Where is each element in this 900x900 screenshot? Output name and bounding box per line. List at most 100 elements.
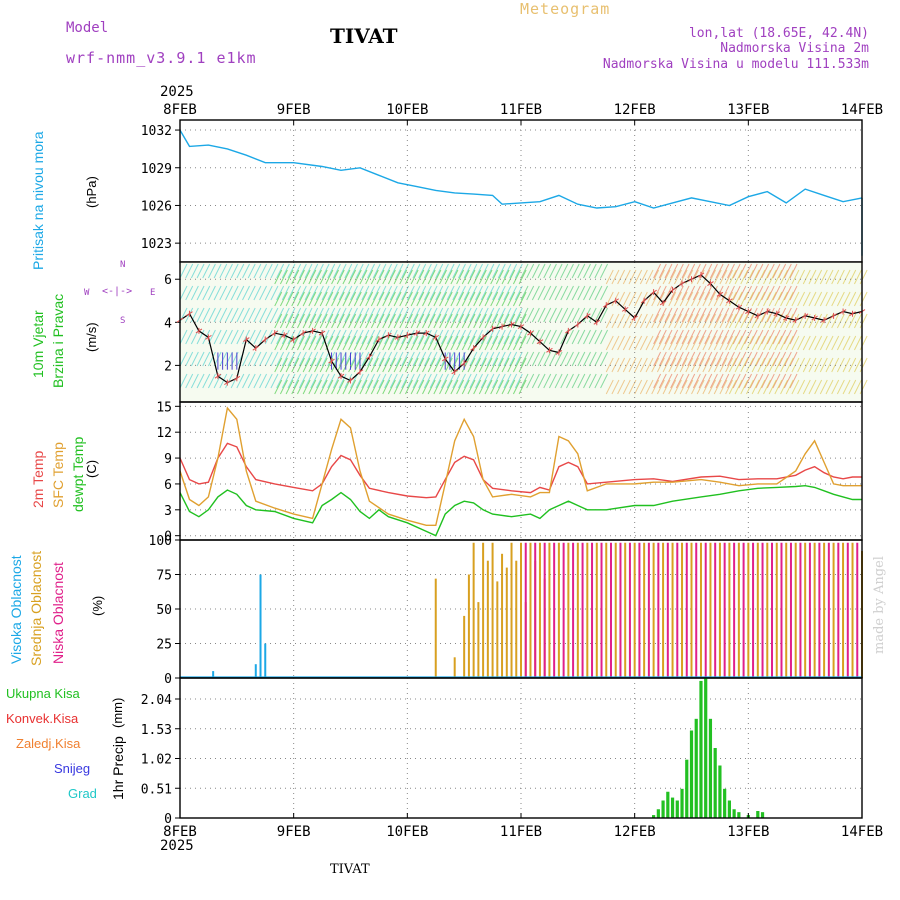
wind-barb: [439, 269, 447, 285]
mid_cloud-bar: [775, 542, 778, 678]
mid_cloud-bar: [548, 542, 551, 678]
elevation-label: Nadmorska Visina 2m: [720, 41, 869, 56]
wind-barb: [728, 291, 737, 307]
wind-barb: [444, 313, 453, 329]
wind-barb: [763, 291, 771, 307]
wind-barb: [393, 335, 402, 351]
wind-barb: [327, 285, 336, 301]
wind-gust-marker: [479, 334, 487, 341]
wind-barb: [395, 373, 404, 389]
wind-barb: [600, 351, 609, 367]
wind-barb: [509, 307, 518, 323]
high_cloud-bar: [259, 574, 262, 678]
wind-barb: [757, 335, 766, 351]
wind-barb: [404, 357, 413, 373]
wind-barb: [825, 291, 834, 307]
wind-barb: [372, 329, 381, 345]
wind-barb: [685, 313, 694, 329]
t2m-series-line: [179, 442, 862, 499]
wind-barb: [744, 263, 752, 279]
wind-gust-marker: [527, 330, 534, 337]
wind-barb: [783, 263, 792, 279]
precip_total-bar: [732, 809, 736, 818]
wind-barb: [751, 379, 760, 395]
low_cloud-bar: [628, 542, 631, 678]
wind-barb: [698, 285, 707, 301]
wind-barb: [679, 269, 688, 285]
mid_cloud-bar: [794, 542, 797, 678]
wind-barb: [270, 329, 279, 345]
wind-barb: [588, 307, 597, 323]
wind-barb: [387, 291, 396, 307]
wind-barb: [350, 329, 358, 345]
wind-barb: [728, 335, 737, 351]
wind-barb: [727, 351, 735, 367]
wind-barb: [190, 373, 199, 389]
wind-barb: [423, 351, 432, 367]
wind-barb: [490, 269, 499, 285]
time-tick-label-top: 9FEB: [277, 102, 311, 118]
wind-barb: [456, 313, 465, 329]
low_cloud-bar: [780, 542, 783, 678]
wind-barb: [370, 269, 379, 285]
wind-barb: [297, 335, 305, 351]
wind-barb: [219, 307, 228, 323]
wind-barb: [412, 373, 421, 389]
wind-barb: [416, 269, 425, 285]
wind-barb: [219, 351, 228, 367]
wind-barb: [185, 285, 194, 301]
wind-gust-marker: [555, 349, 563, 356]
wind-barb: [658, 351, 667, 367]
wind-barb: [279, 379, 288, 395]
wind-gust-marker: [451, 368, 458, 375]
wind-barb: [634, 269, 643, 285]
wind-barb: [378, 373, 387, 389]
wind-barb: [588, 373, 597, 389]
wind-barb: [331, 269, 340, 285]
wind-barb: [783, 307, 792, 323]
y-tick-label: 0: [164, 672, 172, 687]
wind-barb: [412, 329, 421, 345]
low_cloud-bar: [600, 542, 603, 678]
wind-barb: [293, 285, 302, 301]
wind-barb: [757, 379, 766, 395]
time-tick-label-bottom: 13FEB: [727, 824, 769, 840]
wind-barb: [361, 307, 370, 323]
wind-barb: [344, 329, 353, 345]
wind-barb: [259, 373, 268, 389]
wind-barb: [702, 335, 711, 351]
wind-barb: [785, 313, 794, 329]
wind-barb: [512, 379, 521, 395]
wind-barb: [520, 285, 529, 301]
wind-barb: [692, 351, 701, 367]
wind-barb: [588, 351, 597, 367]
wind-barb: [653, 307, 662, 323]
wind-barb: [399, 269, 408, 285]
wind-barb: [681, 285, 690, 301]
wind-barb: [713, 313, 722, 329]
wind-barb: [399, 335, 408, 351]
wind-barb: [475, 329, 483, 345]
wind-gust-marker: [280, 332, 288, 339]
wind-barb: [342, 291, 351, 307]
wind-barb: [480, 285, 489, 301]
wind-barb: [600, 263, 609, 279]
wind-barb: [594, 329, 603, 345]
wind-barb: [566, 263, 574, 279]
wind-barb: [279, 269, 288, 285]
low_cloud-bar: [638, 542, 641, 678]
wind-barb: [422, 291, 430, 307]
wind-barb: [315, 285, 324, 301]
wind-barb: [359, 313, 368, 329]
low_cloud-bar: [619, 542, 622, 678]
wind-gust-marker: [593, 319, 601, 326]
wind-barb: [410, 313, 419, 329]
wind-barb: [738, 351, 747, 367]
low_cloud-bar: [789, 542, 792, 678]
wind-barb: [429, 351, 438, 367]
low_cloud-bar: [799, 542, 802, 678]
wind-gust-marker: [347, 377, 354, 384]
y-tick-label: 1023: [141, 237, 172, 252]
wind-barb: [780, 291, 788, 307]
low_cloud-bar: [685, 542, 688, 678]
